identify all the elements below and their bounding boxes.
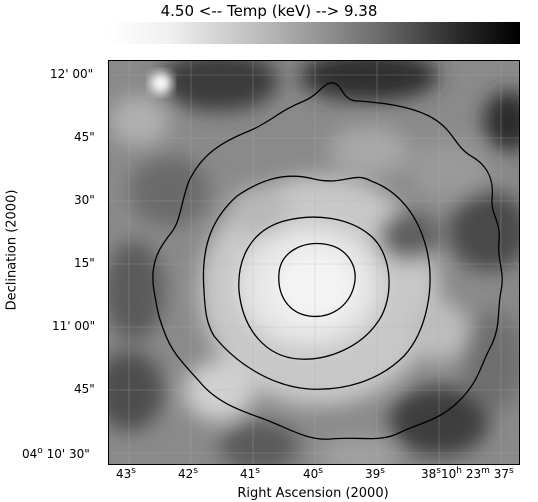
y-tick-label: 15" xyxy=(74,256,95,270)
x-tick-label: 40s xyxy=(303,466,323,481)
contour-second xyxy=(238,216,390,360)
y-tick-label-origin: 04o 10' 30" xyxy=(22,446,90,461)
x-tick-label-origin: 10h 23m 37s xyxy=(441,466,514,481)
y-tick-label: 30" xyxy=(74,193,95,207)
y-axis-title: Declination (2000) xyxy=(4,189,20,311)
x-axis-title: Right Ascension (2000) xyxy=(237,486,389,501)
x-tick-label: 38s xyxy=(421,466,441,481)
x-tick-label: 41s xyxy=(240,466,260,481)
y-tick-label: 45" xyxy=(74,382,95,396)
bright-point-source xyxy=(150,72,172,94)
temperature-map-image xyxy=(109,61,519,464)
contour-third xyxy=(202,175,431,390)
contours xyxy=(152,82,503,440)
temperature-map xyxy=(108,60,520,465)
temperature-colorbar xyxy=(108,22,520,44)
coordinate-grid xyxy=(109,61,519,464)
colorbar-title: 4.50 <-- Temp (keV) --> 9.38 xyxy=(160,2,378,20)
x-tick-label: 42s xyxy=(178,466,198,481)
contour-outer xyxy=(152,82,503,440)
map-texture xyxy=(109,61,519,464)
x-tick-label: 43s xyxy=(116,466,136,481)
y-tick-label: 11' 00" xyxy=(52,319,96,333)
x-tick-label: 39s xyxy=(365,466,385,481)
contour-inner xyxy=(278,242,356,318)
y-tick-label: 45" xyxy=(74,130,95,144)
colorbar-gap xyxy=(108,44,520,60)
y-tick-label: 12' 00" xyxy=(50,67,94,81)
